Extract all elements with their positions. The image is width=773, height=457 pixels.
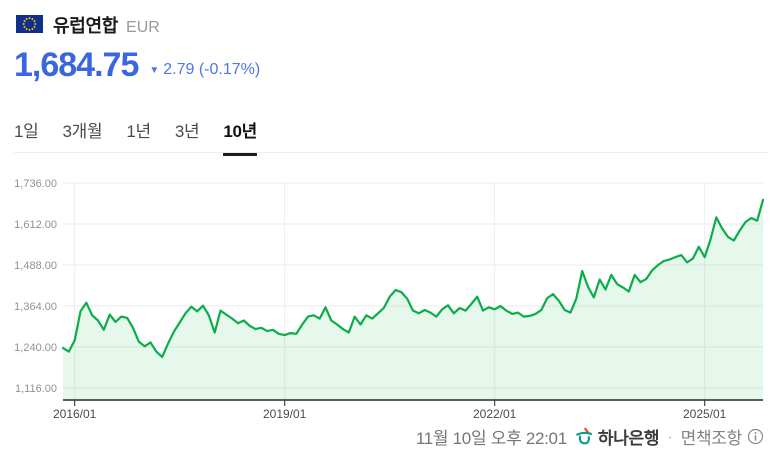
y-axis-label: 1,240.00	[14, 342, 57, 354]
y-axis-label: 1,488.00	[14, 260, 57, 272]
y-axis-label: 1,364.00	[14, 301, 57, 313]
bank-name: 하나은행	[597, 429, 660, 448]
x-axis-label: 2022/01	[473, 407, 517, 421]
rate-change: ▼ 2.79 (-0.17%)	[149, 61, 260, 82]
eu-flag-icon	[16, 15, 43, 33]
disclaimer-link[interactable]: 면책조항	[681, 424, 764, 449]
currency-name: 유럽연합	[53, 16, 119, 36]
tab-1day[interactable]: 1일	[14, 122, 39, 141]
price-area	[63, 199, 763, 400]
tab-3months[interactable]: 3개월	[62, 122, 103, 141]
footer: 11월 10일 오후 22:01 하나은행 · 면책조항	[416, 424, 764, 449]
x-axis-label: 2016/01	[53, 407, 97, 421]
hana-bank-logo-icon	[574, 427, 594, 447]
down-arrow-icon: ▼	[149, 65, 160, 76]
x-axis-label: 2019/01	[263, 407, 307, 421]
period-tabs: 1일 3개월 1년 3년 10년	[14, 117, 257, 156]
bank-brand: 하나은행	[574, 424, 660, 449]
quote-timestamp: 11월 10일 오후 22:01	[415, 429, 567, 448]
tab-3years[interactable]: 3년	[174, 122, 200, 141]
current-rate: 1,684.75	[14, 46, 139, 84]
y-axis-label: 1,612.00	[14, 219, 57, 231]
y-axis-label: 1,116.00	[15, 383, 57, 395]
price-line[interactable]	[61, 198, 765, 358]
info-icon[interactable]	[747, 428, 764, 445]
footer-separator: ·	[667, 426, 673, 446]
currency-code: EUR	[126, 19, 160, 36]
tab-1year[interactable]: 1년	[126, 122, 151, 141]
price-row: 1,684.75 ▼ 2.79 (-0.17%)	[14, 48, 260, 82]
currency-title-row: 유럽연합 EUR	[53, 12, 160, 38]
tab-divider	[14, 152, 767, 153]
rate-change-text: 2.79 (-0.17%)	[163, 61, 261, 78]
x-axis-label: 2025/01	[683, 407, 727, 421]
tab-10years[interactable]: 10년	[223, 117, 257, 156]
y-axis-label: 1,736.00	[14, 178, 57, 190]
disclaimer-label: 면책조항	[680, 429, 743, 448]
